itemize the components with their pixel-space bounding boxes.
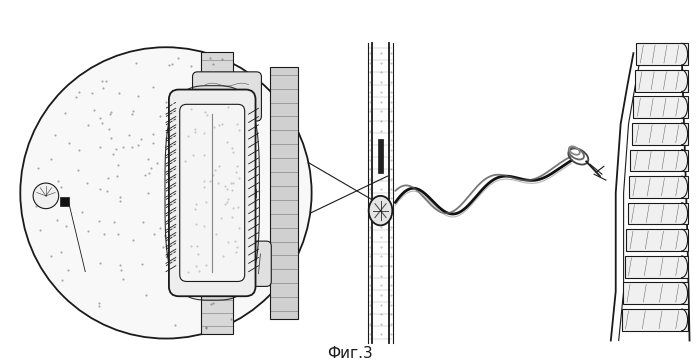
FancyBboxPatch shape xyxy=(180,104,245,281)
Bar xyxy=(632,123,687,145)
Bar xyxy=(634,96,687,118)
Bar xyxy=(60,197,69,206)
Bar xyxy=(631,150,687,171)
Bar xyxy=(202,52,233,334)
Ellipse shape xyxy=(369,196,392,225)
Bar xyxy=(627,203,687,224)
Text: Фиг.3: Фиг.3 xyxy=(327,347,373,361)
Circle shape xyxy=(33,183,59,209)
Bar xyxy=(636,43,687,65)
FancyBboxPatch shape xyxy=(169,90,256,296)
FancyBboxPatch shape xyxy=(206,241,272,286)
Bar xyxy=(622,309,687,331)
Bar xyxy=(626,229,687,251)
Bar xyxy=(623,282,687,304)
Bar xyxy=(377,139,384,173)
Bar xyxy=(624,256,687,277)
FancyBboxPatch shape xyxy=(193,72,261,121)
Bar xyxy=(635,70,687,91)
Circle shape xyxy=(20,47,312,339)
Bar xyxy=(629,176,687,198)
Bar xyxy=(270,67,298,319)
